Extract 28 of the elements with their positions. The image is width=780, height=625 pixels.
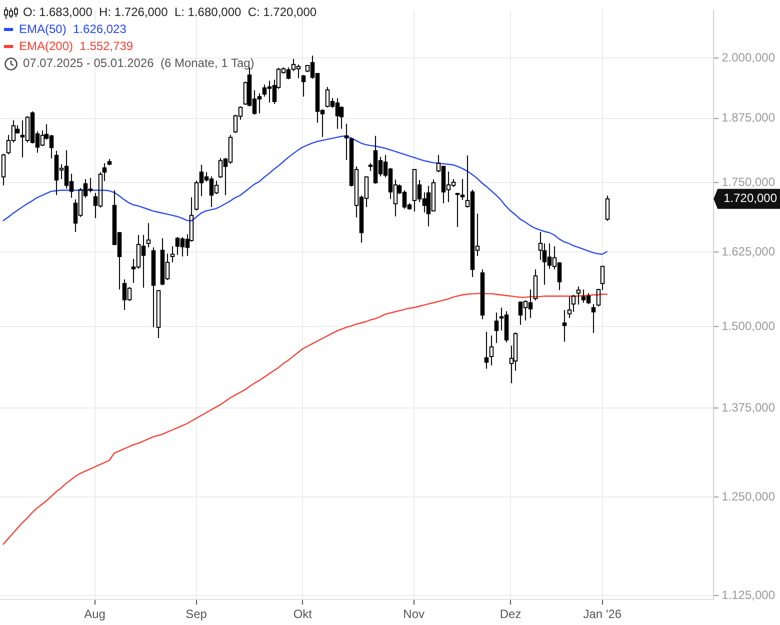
legend-label: EMA(50) 1.626,023 xyxy=(19,21,126,38)
y-tick-label: 2.000,000 xyxy=(722,50,776,64)
y-tick-label: 1.125,000 xyxy=(722,588,776,602)
y-tick-label: 1.250,000 xyxy=(722,489,776,504)
candlestick xyxy=(1,153,6,186)
y-tick-label: 1.750,000 xyxy=(722,175,776,190)
candlestick xyxy=(605,195,610,222)
x-tick-label: Okt xyxy=(293,607,313,622)
x-tick-label: Dez xyxy=(500,607,522,622)
y-tick-label: 1.375,000 xyxy=(722,400,776,414)
candlestick xyxy=(156,290,161,338)
text: 1.720,000 xyxy=(724,191,778,206)
y-tick-label: 1.500,000 xyxy=(722,319,776,334)
x-tick-label: Nov xyxy=(403,607,425,622)
y-tick-label: 1.625,000 xyxy=(722,244,776,258)
x-tick-label: Aug xyxy=(84,607,106,622)
candlestick xyxy=(567,296,572,319)
candlestick xyxy=(489,334,494,366)
x-tick-label: Jan '26 xyxy=(583,607,622,622)
x-tick-label: Sep xyxy=(186,607,208,622)
candlestick xyxy=(146,222,151,248)
candlestick xyxy=(576,286,581,306)
text: 07.07.2025 - 05.01.2026 (6 Monate, 1 Tag) xyxy=(23,55,254,72)
legend-label: EMA(200) 1.552,739 xyxy=(19,38,134,55)
candlestick xyxy=(170,246,175,263)
chart-title: O: 1.683,000 H: 1.726,000 L: 1.680,000 C: 1.720,000 xyxy=(23,4,317,21)
candlestick xyxy=(533,268,538,301)
y-tick-label: 1.875,000 xyxy=(722,110,776,125)
